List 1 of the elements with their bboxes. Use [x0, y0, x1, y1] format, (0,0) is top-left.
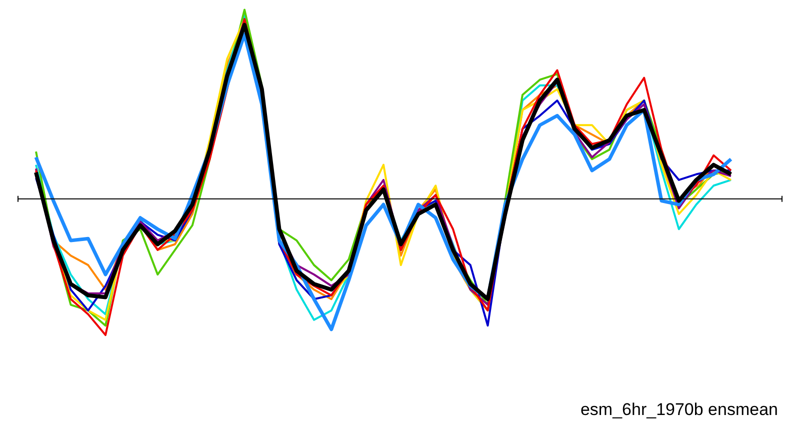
text: esm_6hr_1970b ensmean [580, 400, 778, 420]
